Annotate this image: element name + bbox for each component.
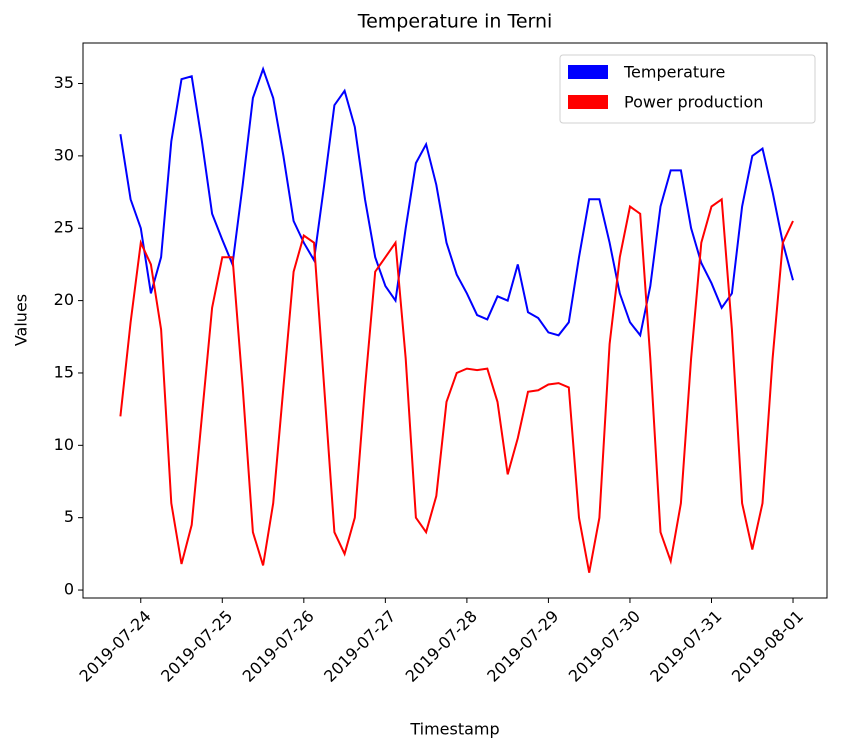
x-tick-label: 2019-07-28 xyxy=(402,607,481,686)
y-tick-label: 25 xyxy=(54,218,74,237)
y-tick-label: 35 xyxy=(54,73,74,92)
chart-title: Temperature in Terni xyxy=(357,11,553,33)
x-tick-label: 2019-07-27 xyxy=(320,607,399,686)
y-tick-label: 0 xyxy=(64,580,74,599)
y-tick-label: 30 xyxy=(54,145,74,164)
x-tick-label: 2019-08-01 xyxy=(728,607,807,686)
legend-label: Temperature xyxy=(623,63,725,82)
plot-frame xyxy=(82,42,828,599)
y-axis-label: Values xyxy=(12,294,31,346)
legend-label: Power production xyxy=(624,93,763,112)
x-tick-label: 2019-07-30 xyxy=(565,607,644,686)
legend-swatch xyxy=(568,65,608,79)
y-tick-label: 20 xyxy=(54,290,74,309)
x-tick-label: 2019-07-25 xyxy=(157,607,236,686)
x-tick-label: 2019-07-24 xyxy=(76,607,155,686)
data-line xyxy=(119,197,794,573)
y-tick-label: 10 xyxy=(54,435,74,454)
x-tick-label: 2019-07-29 xyxy=(483,607,562,686)
x-tick-label: 2019-07-26 xyxy=(239,607,318,686)
x-tick-label: 2019-07-31 xyxy=(646,607,725,686)
legend-swatch xyxy=(568,95,608,109)
legend-box xyxy=(559,54,816,124)
y-tick-label: 5 xyxy=(64,507,74,526)
x-axis-label: Timestamp xyxy=(409,720,499,739)
y-tick-label: 15 xyxy=(54,362,74,381)
